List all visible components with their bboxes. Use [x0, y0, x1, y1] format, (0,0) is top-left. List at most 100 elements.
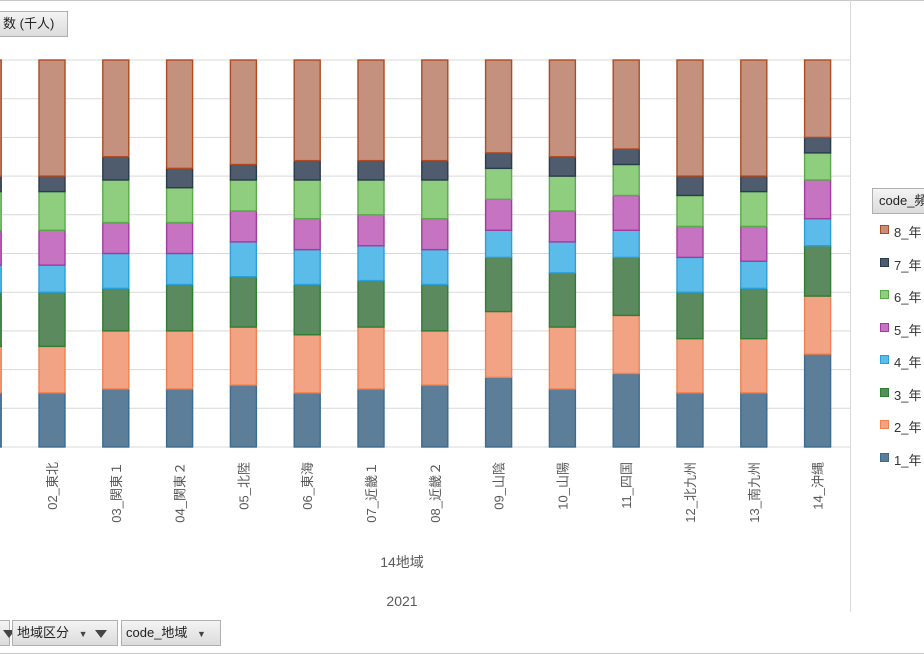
bar-segment-6[interactable] — [0, 190, 2, 231]
bar-segment-5[interactable] — [293, 217, 321, 251]
bar-segment-6[interactable] — [484, 167, 513, 201]
bar-segment-4[interactable] — [548, 241, 577, 274]
bar-segment-8[interactable] — [229, 59, 258, 166]
bar-segment-6[interactable] — [612, 163, 640, 197]
bar-segment-8[interactable] — [102, 59, 130, 158]
bar-segment-7[interactable] — [165, 167, 194, 189]
bar-segment-6[interactable] — [165, 187, 194, 224]
bar-segment-8[interactable] — [357, 59, 385, 162]
bar-segment-2[interactable] — [357, 326, 385, 390]
bar-segment-7[interactable] — [421, 159, 449, 181]
bar-segment-4[interactable] — [676, 256, 704, 293]
bar-segment-2[interactable] — [229, 326, 258, 386]
bar-segment-6[interactable] — [803, 152, 832, 181]
bar-segment-2[interactable] — [102, 330, 130, 390]
bar-segment-3[interactable] — [293, 283, 321, 336]
bar-segment-2[interactable] — [803, 295, 832, 355]
bar-segment-7[interactable] — [676, 175, 704, 197]
bar-segment-6[interactable] — [676, 194, 704, 228]
bar-segment-1[interactable] — [740, 392, 768, 448]
bar-segment-7[interactable] — [484, 152, 513, 170]
bar-segment-7[interactable] — [0, 175, 2, 193]
bar-segment-3[interactable] — [0, 291, 2, 348]
bar-segment-1[interactable] — [484, 376, 513, 448]
bar-segment-2[interactable] — [740, 337, 768, 394]
bar-segment-1[interactable] — [38, 392, 66, 448]
bar-segment-3[interactable] — [38, 291, 66, 348]
bar-segment-8[interactable] — [740, 59, 768, 177]
value-field-button[interactable]: 数 (千人) — [0, 11, 68, 37]
bar-segment-2[interactable] — [548, 326, 577, 390]
bar-segment-7[interactable] — [38, 175, 66, 193]
bar-segment-8[interactable] — [484, 59, 513, 154]
bar-segment-5[interactable] — [421, 217, 449, 251]
bar-segment-4[interactable] — [38, 264, 66, 293]
bar-segment-3[interactable] — [740, 287, 768, 340]
bar-segment-5[interactable] — [229, 210, 258, 243]
bar-segment-2[interactable] — [612, 314, 640, 375]
bar-segment-8[interactable] — [293, 59, 321, 162]
bar-segment-3[interactable] — [548, 272, 577, 328]
bar-segment-8[interactable] — [165, 59, 194, 170]
bar-segment-8[interactable] — [676, 59, 704, 177]
bar-segment-5[interactable] — [676, 225, 704, 259]
bar-segment-4[interactable] — [0, 264, 2, 293]
bar-segment-3[interactable] — [421, 283, 449, 332]
bar-segment-6[interactable] — [740, 190, 768, 228]
bar-segment-5[interactable] — [612, 194, 640, 231]
bar-segment-3[interactable] — [357, 279, 385, 328]
bar-segment-4[interactable] — [612, 229, 640, 259]
bar-segment-4[interactable] — [293, 248, 321, 286]
bar-segment-5[interactable] — [548, 210, 577, 243]
bar-segment-8[interactable] — [0, 59, 2, 177]
bar-segment-2[interactable] — [676, 337, 704, 394]
bar-segment-5[interactable] — [484, 198, 513, 231]
bar-segment-4[interactable] — [484, 229, 513, 259]
bar-segment-7[interactable] — [548, 156, 577, 177]
bar-segment-6[interactable] — [421, 179, 449, 220]
legend-field-button[interactable]: code_頻 — [872, 188, 924, 214]
bar-segment-7[interactable] — [803, 136, 832, 154]
axis-field-button-region-class[interactable]: 地域区分 ▼ — [12, 620, 118, 646]
bar-segment-2[interactable] — [421, 330, 449, 386]
bar-segment-8[interactable] — [421, 59, 449, 162]
bar-segment-1[interactable] — [548, 388, 577, 448]
bar-segment-4[interactable] — [357, 245, 385, 282]
bar-segment-1[interactable] — [102, 388, 130, 448]
bar-segment-1[interactable] — [229, 384, 258, 448]
bar-segment-1[interactable] — [421, 384, 449, 448]
bar-segment-6[interactable] — [357, 179, 385, 216]
bar-segment-5[interactable] — [102, 221, 130, 255]
bar-segment-3[interactable] — [102, 287, 130, 332]
bar-segment-1[interactable] — [676, 392, 704, 448]
bar-segment-6[interactable] — [102, 179, 130, 224]
bar-segment-6[interactable] — [38, 190, 66, 231]
bar-segment-3[interactable] — [676, 291, 704, 340]
bar-segment-4[interactable] — [102, 252, 130, 290]
bar-segment-8[interactable] — [803, 59, 832, 139]
bar-segment-5[interactable] — [38, 229, 66, 266]
bar-segment-3[interactable] — [229, 276, 258, 328]
bar-segment-2[interactable] — [0, 345, 2, 394]
bar-segment-7[interactable] — [740, 175, 768, 193]
bar-segment-6[interactable] — [548, 175, 577, 212]
axis-field-button-partial[interactable] — [0, 620, 15, 646]
bar-segment-4[interactable] — [165, 252, 194, 286]
bar-segment-8[interactable] — [548, 59, 577, 158]
bar-segment-2[interactable] — [38, 345, 66, 394]
bar-segment-4[interactable] — [229, 241, 258, 278]
bar-segment-5[interactable] — [357, 214, 385, 247]
bar-segment-1[interactable] — [165, 388, 194, 448]
bar-segment-3[interactable] — [612, 256, 640, 317]
bar-segment-5[interactable] — [740, 225, 768, 262]
bar-segment-3[interactable] — [484, 256, 513, 313]
bar-segment-5[interactable] — [165, 221, 194, 255]
bar-segment-1[interactable] — [803, 353, 832, 448]
bar-segment-2[interactable] — [293, 334, 321, 394]
bar-segment-5[interactable] — [803, 179, 832, 220]
bar-segment-1[interactable] — [0, 392, 2, 448]
bar-segment-2[interactable] — [484, 310, 513, 379]
bar-segment-4[interactable] — [421, 248, 449, 286]
bar-segment-6[interactable] — [293, 179, 321, 220]
bar-segment-4[interactable] — [803, 217, 832, 247]
